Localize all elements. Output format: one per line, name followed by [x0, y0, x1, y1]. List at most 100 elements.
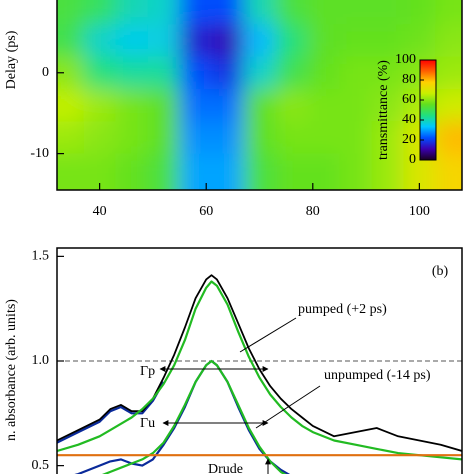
y-tick-label: 0: [42, 65, 49, 80]
annotation: Drude: [208, 462, 243, 474]
annotation: unpumped (-14 ps): [324, 368, 431, 383]
heat-cell: [339, 56, 372, 90]
heat-cell: [371, 88, 404, 122]
heat-cell: [275, 24, 308, 58]
colorbar-label: transmittance (%): [376, 60, 391, 160]
annotation: Γp: [140, 364, 155, 379]
heat-cell: [115, 56, 149, 90]
heat-cell: [371, 0, 404, 25]
heat-cell: [243, 153, 276, 190]
heat-cell: [211, 0, 245, 25]
heat-cell: [57, 0, 85, 25]
heat-cell: [147, 24, 181, 58]
heat-cell: [211, 24, 245, 58]
heat-cell: [275, 0, 308, 25]
heat-cell: [435, 0, 462, 25]
heat-cell: [179, 0, 213, 25]
series-line: [57, 280, 462, 461]
heat-cell: [115, 88, 149, 122]
heat-cell: [307, 0, 340, 25]
x-tick-label: 100: [409, 204, 430, 219]
heat-cell: [339, 153, 372, 190]
frame: [56, 247, 463, 474]
heat-cell: [115, 153, 149, 190]
colorbar-tick-label: 100: [395, 52, 416, 67]
heat-cell: [115, 0, 149, 25]
colorbar-tick-label: 40: [402, 112, 416, 127]
heat-cell: [435, 56, 462, 90]
series-line: [74, 359, 291, 474]
x-tick-label: 80: [306, 204, 320, 219]
pointer: [239, 317, 297, 353]
heat-cell: [371, 56, 404, 90]
heat-cell: [371, 153, 404, 190]
heat-cell: [307, 56, 340, 90]
heat-cell: [211, 121, 245, 155]
heat-cell: [435, 88, 462, 122]
heat-cell: [179, 24, 213, 58]
y-tick-label: 1.0: [32, 353, 50, 368]
annotation: pumped (+2 ps): [298, 302, 387, 317]
heat-cell: [275, 153, 308, 190]
heat-cell: [403, 24, 436, 58]
heat-cell: [115, 121, 149, 155]
heat-cell: [147, 0, 181, 25]
heat-cell: [435, 24, 462, 58]
pointer: [255, 385, 321, 429]
heat-cell: [275, 88, 308, 122]
heat-cell: [57, 88, 85, 122]
series-line: [101, 359, 287, 474]
annotations: (b) pumped (+2 ps) unpumped (-14 ps) Γp Γu Dr…: [140, 264, 448, 474]
heat-cell: [211, 56, 245, 90]
heat-cell: [83, 56, 117, 90]
heat-cell: [435, 153, 462, 190]
line-plot: [57, 274, 462, 474]
heat-cell: [147, 121, 181, 155]
heat-cell: [147, 56, 181, 90]
heat-cell: [339, 24, 372, 58]
heat-cell: [371, 24, 404, 58]
heat-cell: [179, 88, 213, 122]
heat-cell: [57, 121, 85, 155]
heat-cell: [211, 153, 245, 190]
heat-cell: [307, 88, 340, 122]
heat-cell: [403, 0, 436, 25]
colorbar-tick-label: 20: [402, 132, 416, 147]
heat-cell: [243, 24, 276, 58]
heat-cell: [83, 24, 117, 58]
annotation: Γu: [140, 416, 155, 431]
heat-cell: [243, 88, 276, 122]
heat-cell: [339, 88, 372, 122]
heat-cell: [115, 24, 149, 58]
heat-cell: [243, 56, 276, 90]
heat-cell: [83, 0, 117, 25]
heat-cell: [57, 24, 85, 58]
y-tick-label: -10: [30, 146, 49, 161]
heat-cell: [307, 121, 340, 155]
y-tick-label: 0.5: [32, 458, 50, 473]
heat-cell: [339, 0, 372, 25]
heat-cell: [275, 56, 308, 90]
heat-cell: [147, 88, 181, 122]
heat-cell: [211, 88, 245, 122]
heat-cell: [57, 153, 85, 190]
x-tick-label: 40: [93, 204, 107, 219]
series-line: [57, 381, 165, 444]
x-tick-label: 60: [199, 204, 213, 219]
colorbar-tick-label: 60: [402, 92, 416, 107]
heatmap: [57, 0, 462, 190]
series-line: [57, 274, 462, 452]
heat-cell: [371, 121, 404, 155]
heat-cell: [339, 121, 372, 155]
colorbar: [419, 59, 437, 161]
heat-cell: [83, 88, 117, 122]
heat-cell: [179, 56, 213, 90]
y-tick-label: 1.5: [32, 249, 50, 264]
colorbar-tick-label: 80: [402, 72, 416, 87]
y-axis-label: Delay (ps): [4, 30, 19, 89]
heat-cell: [147, 153, 181, 190]
frame: [56, 0, 463, 191]
heat-cell: [83, 121, 117, 155]
y-axis-label: n. absorbance (arb. units): [4, 299, 19, 441]
